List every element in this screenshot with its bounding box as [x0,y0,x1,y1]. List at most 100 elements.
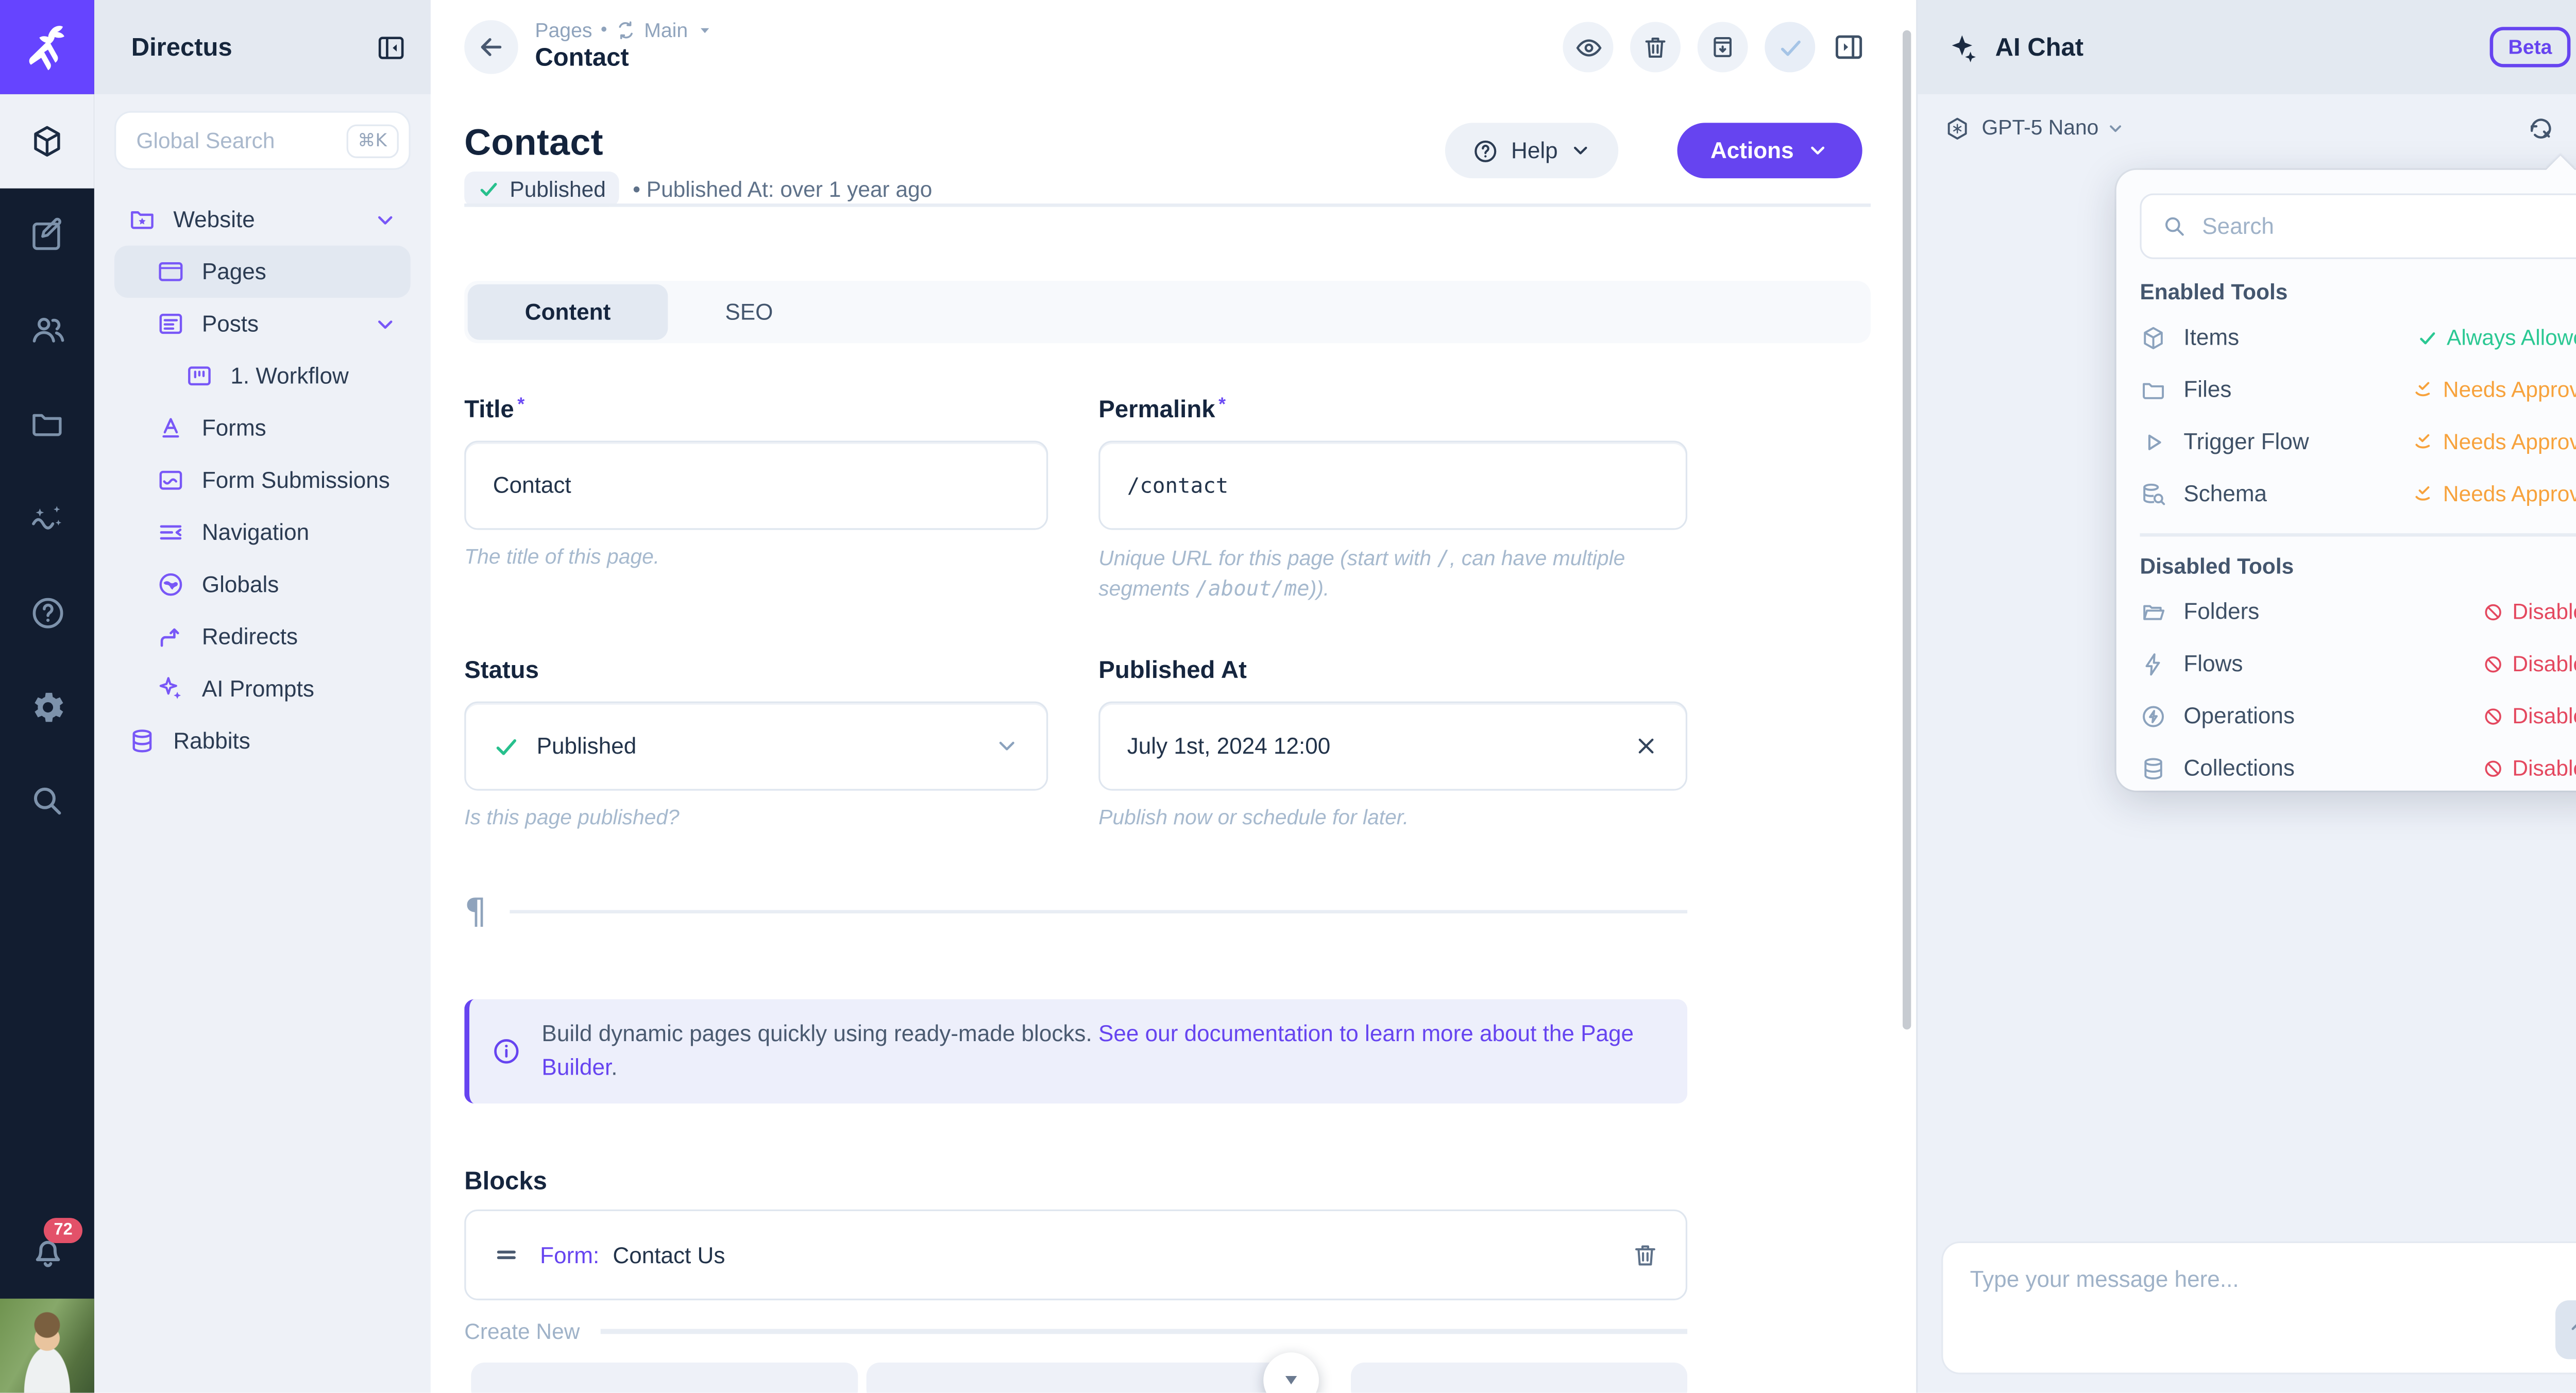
search-shortcut-kbd: ⌘K [346,123,399,158]
sidebar-item-ai-prompts[interactable]: AI Prompts [114,663,411,715]
directus-logo[interactable] [0,0,94,94]
sidebar-item-form-submissions[interactable]: Form Submissions [114,454,411,506]
delete-button[interactable] [1630,22,1681,73]
module-content[interactable] [0,94,94,189]
create-new-button[interactable] [866,1362,1284,1393]
module-editor[interactable] [0,189,94,283]
module-settings[interactable] [0,659,94,754]
sidebar-item-website[interactable]: Website [114,194,411,246]
blocks-heading: Blocks [464,1167,547,1196]
breadcrumb-collection[interactable]: Pages [535,18,592,42]
collapse-sidebar-button[interactable] [375,31,407,63]
clear-icon[interactable] [1634,734,1659,759]
module-search[interactable] [0,754,94,848]
tools-search-input[interactable] [2202,213,2576,239]
module-users[interactable] [0,283,94,377]
field-label: Title * [464,395,525,424]
trash-icon [1635,1245,1655,1266]
tool-status: Disabled [2484,755,2576,780]
check-icon [1780,40,1800,55]
database-icon [2140,754,2166,781]
tool-row-collections[interactable]: Collections Disabled [2140,742,2576,791]
create-new-button[interactable] [1351,1362,1688,1393]
check-icon [493,733,520,759]
module-insights[interactable] [0,471,94,565]
chevron-down-icon[interactable] [374,208,397,231]
save-button[interactable] [1765,22,1816,73]
block-item[interactable]: Form: Contact Us [464,1209,1688,1301]
tab-content[interactable]: Content [467,284,668,340]
create-new-button[interactable] [471,1362,858,1393]
sidebar-item-workflow[interactable]: 1. Workflow [114,350,411,402]
title-input[interactable] [493,472,1020,498]
block-name: Contact Us [613,1242,725,1268]
edit-icon [29,217,66,254]
tools-divider [2140,533,2576,537]
sidebar-item-label: Navigation [201,519,310,545]
actions-button[interactable]: Actions [1677,123,1862,179]
tool-row-files[interactable]: Files Needs Approval [2140,363,2576,415]
sidebar-item-globals[interactable]: Globals [114,558,411,610]
field-label: Status [464,657,539,685]
tool-row-flows[interactable]: Flows Disabled [2140,638,2576,690]
tool-status: Disabled [2484,651,2576,676]
expand-right-panel-button[interactable] [1832,30,1866,64]
main-scrollbar[interactable] [1903,30,1911,1030]
block-delete-button[interactable] [1632,1242,1658,1268]
module-help[interactable] [0,565,94,659]
clear-history-button[interactable] [2527,113,2555,142]
module-bar-spacer [0,848,94,1204]
folder-star-icon [128,205,157,234]
tool-row-items[interactable]: Items Always Allowed [2140,311,2576,363]
send-button[interactable] [2555,1300,2576,1360]
archive-button[interactable] [1697,22,1748,73]
tools-search[interactable] [2140,193,2576,259]
user-avatar[interactable] [0,1298,94,1393]
preview-button[interactable] [1563,22,1614,73]
sidebar-item-rabbits[interactable]: Rabbits [114,715,411,767]
breadcrumb-chevron-icon [700,28,709,33]
back-button[interactable] [464,20,518,74]
pilcrow-icon: ¶ [464,891,487,932]
sidebar-item-label: 1. Workflow [230,363,349,389]
tool-row-trigger-flow[interactable]: Trigger Flow Needs Approval [2140,416,2576,468]
tool-status: Disabled [2484,599,2576,624]
model-name[interactable]: GPT-5 Nano [1981,116,2099,140]
published-at-input[interactable]: July 1st, 2024 12:00 [1098,701,1688,791]
history-clear-icon [2530,117,2551,138]
tool-status: Disabled [2484,703,2576,728]
notifications-button[interactable]: 72 [0,1204,94,1299]
breadcrumb[interactable]: Pages • Main [535,19,713,42]
permalink-input[interactable] [1127,472,1659,498]
tool-row-folders[interactable]: Folders Disabled [2140,585,2576,637]
sidebar-item-pages[interactable]: Pages [114,245,411,298]
chat-message-input[interactable] [1943,1243,2576,1317]
tool-row-operations[interactable]: Operations Disabled [2140,690,2576,742]
global-search-input[interactable] [136,128,346,154]
help-button[interactable]: Help [1445,123,1619,179]
global-search[interactable]: ⌘K [114,111,411,170]
sidebar-item-navigation[interactable]: Navigation [114,506,411,558]
status-select[interactable]: Published [464,701,1048,791]
documentation-link[interactable]: See our documentation to learn more abou… [541,1021,1634,1080]
field-note: Unique URL for this page (start with /, … [1098,545,1625,601]
tab-seo[interactable]: SEO [725,299,773,325]
sidebar-item-forms[interactable]: Forms [114,402,411,454]
tab-bar: Content SEO [464,281,1871,344]
tool-row-schema[interactable]: Schema Needs Approval [2140,468,2576,520]
module-files[interactable] [0,377,94,471]
tool-status: Needs Approval [2413,481,2576,506]
needs-approval-icon [2416,382,2430,397]
drag-handle-icon[interactable] [493,1242,520,1268]
tool-status: Needs Approval [2413,429,2576,454]
arrow-up-icon [2571,1323,2576,1330]
sidebar-item-redirects[interactable]: Redirects [114,610,411,662]
sidebar-item-posts[interactable]: Posts [114,298,411,350]
model-row: GPT-5 Nano [1918,94,2576,162]
breadcrumb-version[interactable]: Main [644,18,688,42]
status-row: Published • Published At: over 1 year ag… [464,172,932,207]
required-asterisk: * [1218,395,1226,416]
chevron-down-icon[interactable] [374,312,397,336]
scroll-down-button[interactable] [1263,1352,1319,1393]
status-value: Published [536,733,637,759]
